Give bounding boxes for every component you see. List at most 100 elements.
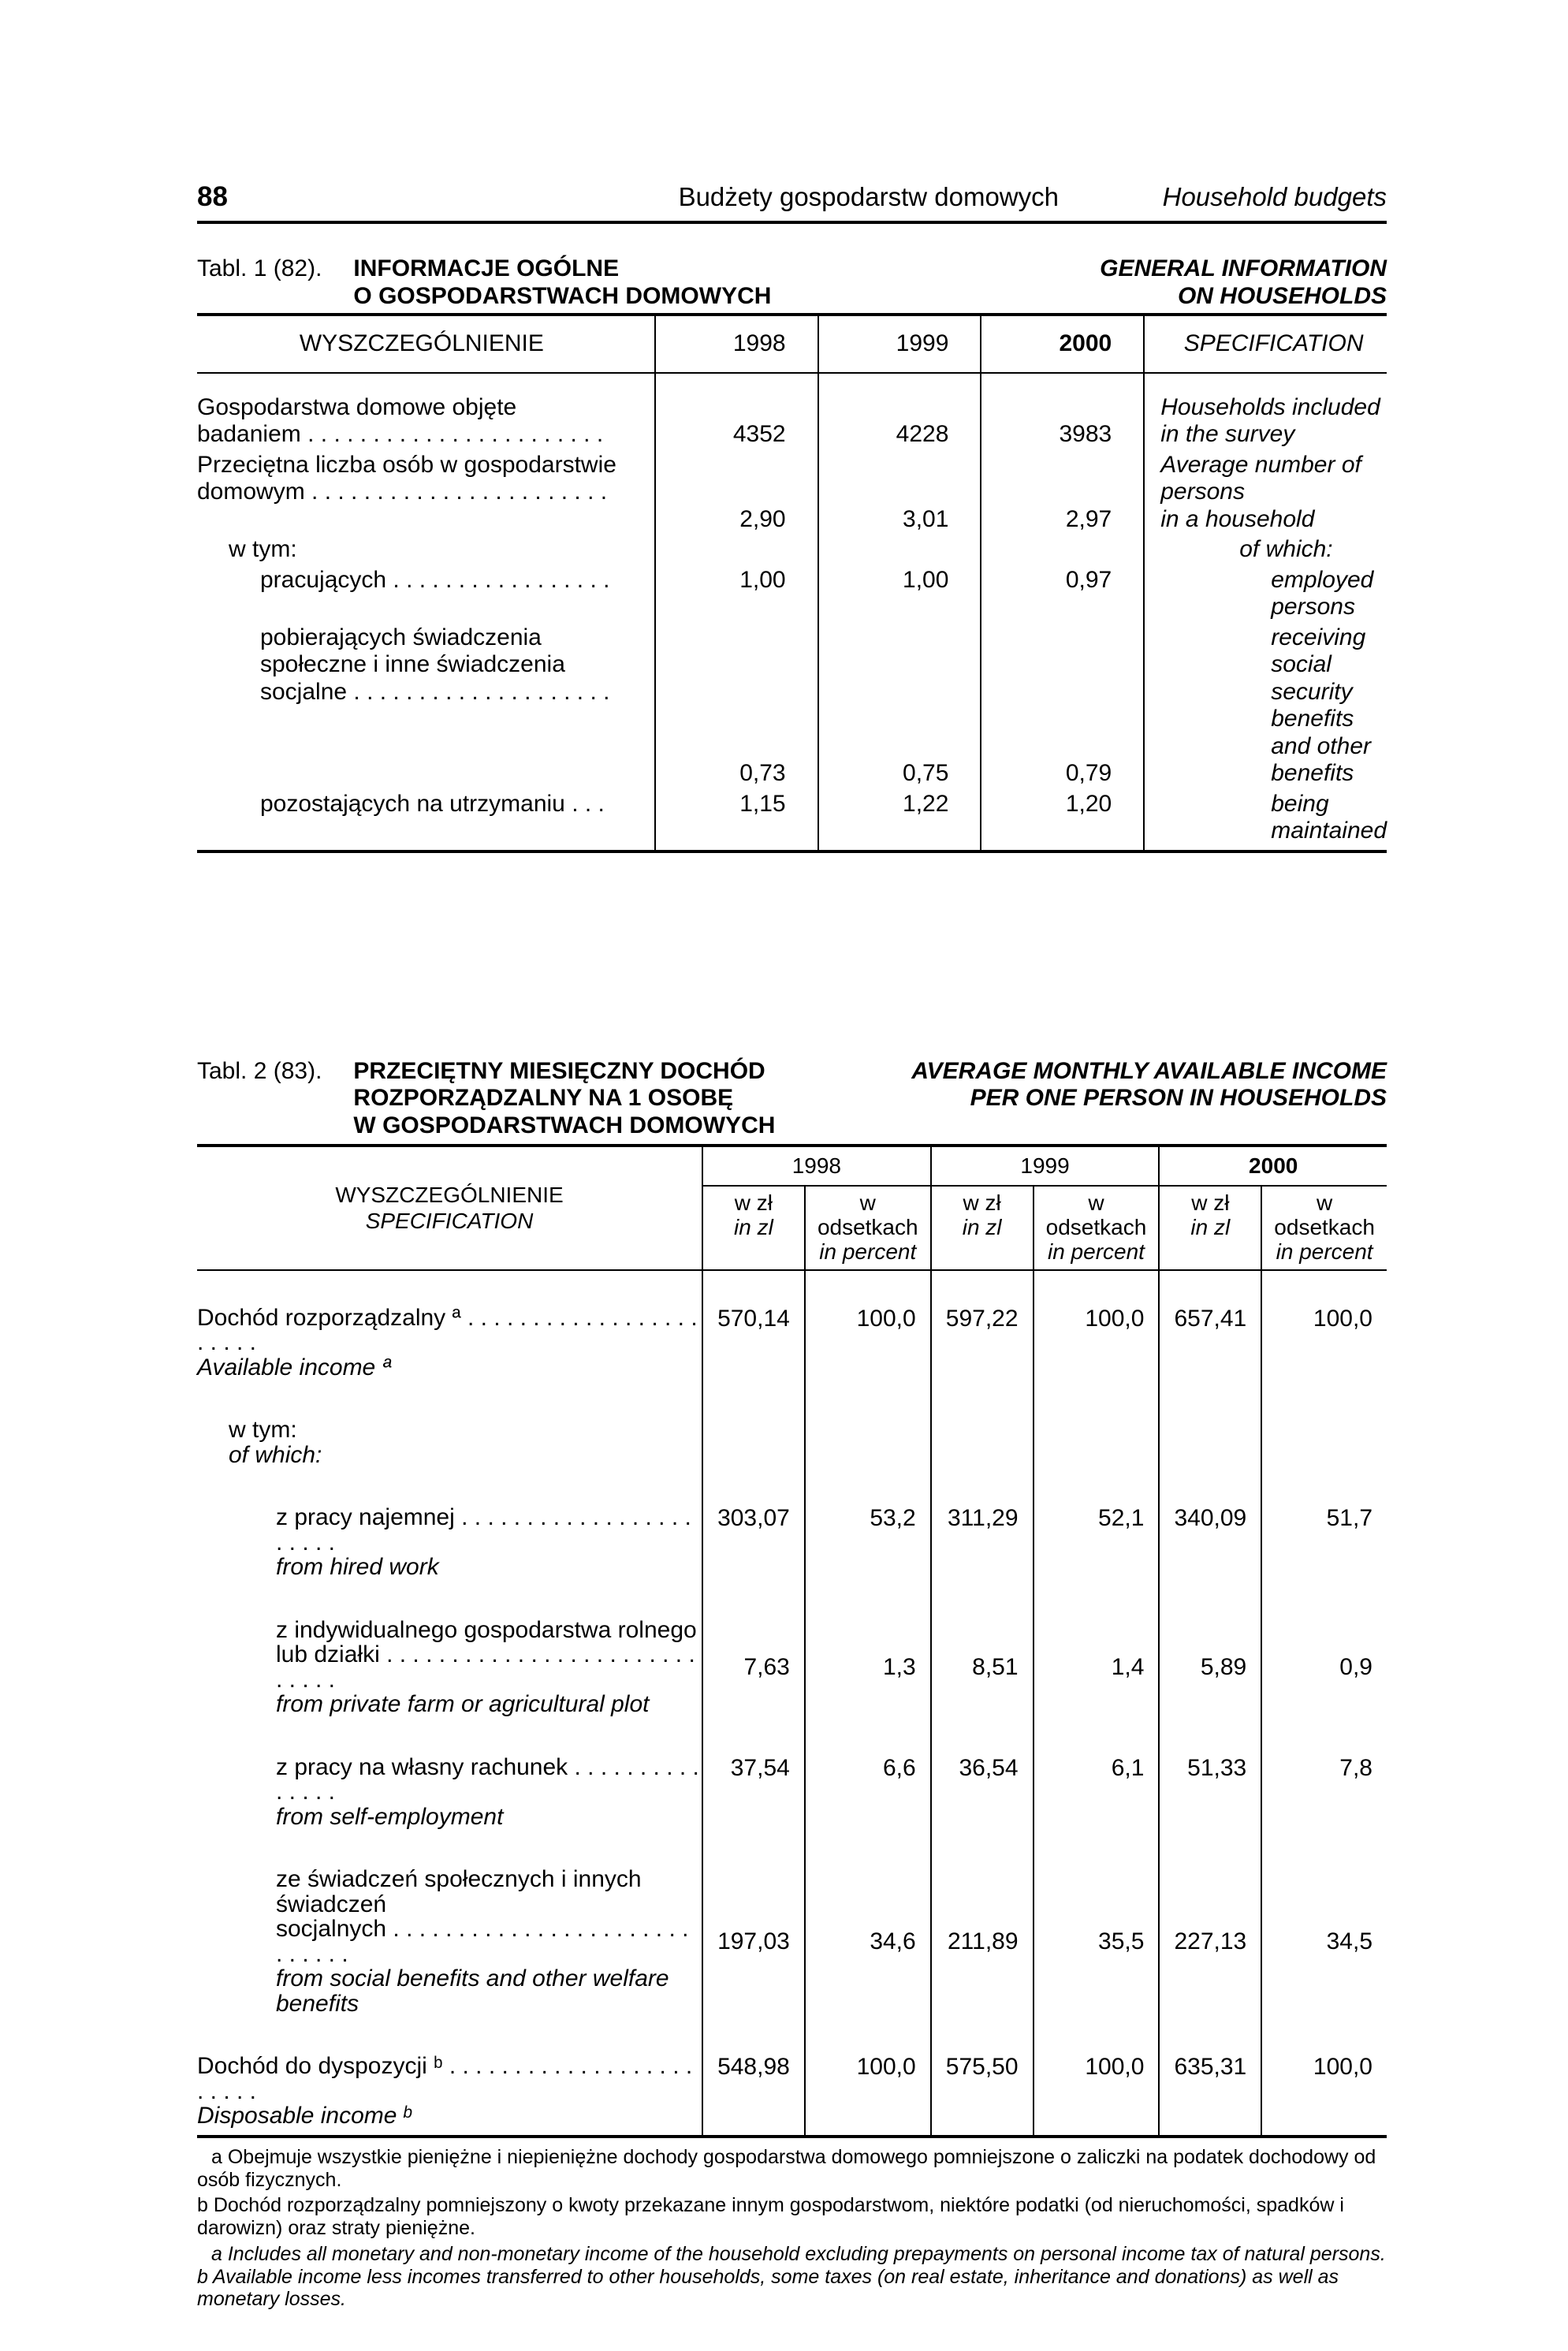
table-row: pobierających świadczenia społeczne i in… [197, 623, 1387, 789]
t2r5-en: from social benefits and other welfare b… [197, 1966, 702, 2016]
running-header-en: Household budgets [1115, 182, 1387, 212]
t1r2-en: of which: [1160, 536, 1387, 564]
table1-header-row: WYSZCZEGÓLNIENIE 1998 1999 2000 SPECIFIC… [197, 315, 1387, 373]
t2r3-v2: 8,51 [931, 1615, 1034, 1720]
t1r4-pl3: socjalne . . . . . . . . . . . . . . . .… [197, 679, 646, 706]
table1-heading: Tabl. 1 (82). INFORMACJE OGÓLNE O GOSPOD… [197, 255, 1387, 310]
t2r5-v3: 35,5 [1034, 1864, 1160, 2019]
t2r6-pl: Dochód do dyspozycji ᵇ . . . . . . . . .… [197, 2053, 692, 2104]
table1-title-en-line2: ON HOUSEHOLDS [1178, 283, 1387, 309]
t2r6-v4: 635,31 [1159, 2051, 1261, 2137]
t2r5-v0: 197,03 [702, 1864, 805, 2019]
table2-head-spec: WYSZCZEGÓLNIENIE SPECIFICATION [197, 1146, 702, 1270]
t2r3-v0: 7,63 [702, 1615, 805, 1720]
table2-title-en-line2: PER ONE PERSON IN HOUSEHOLDS [970, 1085, 1387, 1111]
t1r0-1999: 4228 [818, 393, 981, 450]
table1-title-pl-line2: O GOSPODARSTWACH DOMOWYCH [353, 283, 771, 309]
footnotes: a Obejmuje wszystkie pieniężne i niepien… [197, 2146, 1387, 2311]
t2-sub-zl-3: w złin zl [1159, 1186, 1261, 1269]
table2-title-pl-line1: PRZECIĘTNY MIESIĘCZNY DOCHÓD [353, 1058, 765, 1084]
t2r0-v5: 100,0 [1261, 1302, 1387, 1384]
t1r4-2000: 0,79 [981, 623, 1144, 789]
t1r3-1998: 1,00 [655, 565, 818, 623]
t2r4-v1: 6,6 [805, 1752, 931, 1833]
t1r3-en: employed persons [1160, 567, 1387, 621]
t2r0-en: Available income ª [197, 1355, 702, 1380]
t1r1-1998: 2,90 [655, 450, 818, 535]
table2-head-spec-pl: WYSZCZEGÓLNIENIE [335, 1183, 563, 1207]
table1-title-pl: INFORMACJE OGÓLNE O GOSPODARSTWACH DOMOW… [322, 255, 771, 310]
t2r3-pl1: z indywidualnego gospodarstwa rolnego [197, 1618, 702, 1643]
table2-label: Tabl. 2 (83). [197, 1058, 322, 1086]
t2r3-pl2: lub działki . . . . . . . . . . . . . . … [197, 1642, 702, 1692]
table-row: Gospodarstwa domowe objęte badaniem . . … [197, 393, 1387, 450]
t1r0-2000: 3983 [981, 393, 1144, 450]
t1r4-pl1: pobierających świadczenia [197, 624, 646, 652]
table1-head-1999: 1999 [818, 315, 981, 373]
t1r0-pl1: Gospodarstwa domowe objęte [197, 394, 516, 420]
t2-sub-pct-2: wodsetkachin percent [1034, 1186, 1160, 1269]
t1r3-pl: pracujących . . . . . . . . . . . . . . … [197, 567, 646, 594]
table-row: w tym: of which: [197, 1414, 1387, 1470]
t1r0-en: Households included in the survey [1144, 393, 1387, 450]
t2r5-pl1: ze świadczeń społecznych i innych świadc… [197, 1867, 702, 1917]
t1r5-pl: pozostających na utrzymaniu . . . [197, 791, 646, 818]
table1-label: Tabl. 1 (82). [197, 255, 322, 283]
t1r5-2000: 1,20 [981, 789, 1144, 851]
running-header-pl: Budżety gospodarstw domowych [228, 182, 1115, 212]
t2r2-v1: 53,2 [805, 1502, 931, 1583]
t1r4-en2: benefits and other benefits [1160, 706, 1387, 788]
table-row: z pracy najemnej . . . . . . . . . . . .… [197, 1502, 1387, 1583]
table1-title-pl-line1: INFORMACJE OGÓLNE [353, 255, 619, 281]
t2r5-pl2: socjalnych . . . . . . . . . . . . . . .… [197, 1917, 702, 1966]
t1r1-2000: 2,97 [981, 450, 1144, 535]
t2r2-v0: 303,07 [702, 1502, 805, 1583]
table1-head-2000: 2000 [981, 315, 1144, 373]
table2-title-en-line1: AVERAGE MONTHLY AVAILABLE INCOME [911, 1058, 1387, 1084]
t2r4-v3: 6,1 [1034, 1752, 1160, 1833]
table-row: z pracy na własny rachunek . . . . . . .… [197, 1752, 1387, 1833]
running-header: 88 Budżety gospodarstw domowych Househol… [197, 181, 1387, 213]
table2-header-row1: WYSZCZEGÓLNIENIE SPECIFICATION 1998 1999… [197, 1146, 1387, 1186]
t1r4-en1: receiving social security [1160, 624, 1387, 706]
t2r0-pl: Dochód rozporządzalny ª . . . . . . . . … [197, 1305, 698, 1356]
table2-heading: Tabl. 2 (83). PRZECIĘTNY MIESIĘCZNY DOCH… [197, 1058, 1387, 1140]
t1r2-pl: w tym: [197, 536, 646, 564]
table-row: Dochód rozporządzalny ª . . . . . . . . … [197, 1302, 1387, 1384]
t1r1-en2: in a household [1160, 506, 1314, 532]
table-row: pracujących . . . . . . . . . . . . . . … [197, 565, 1387, 623]
t2r4-v0: 37,54 [702, 1752, 805, 1833]
table2-head-1999: 1999 [931, 1146, 1160, 1186]
t2r2-v3: 52,1 [1034, 1502, 1160, 1583]
t2r3-v3: 1,4 [1034, 1615, 1160, 1720]
t2r1-pl: w tym: [197, 1418, 702, 1443]
t1r4-pl2: społeczne i inne świadczenia [197, 651, 646, 679]
t2-sub-zl-1: w złin zl [702, 1186, 805, 1269]
t2r5-v1: 34,6 [805, 1864, 931, 2019]
t1r0-1998: 4352 [655, 393, 818, 450]
footnote-pl-a: a Obejmuje wszystkie pieniężne i niepien… [197, 2146, 1387, 2192]
t2r6-v5: 100,0 [1261, 2051, 1387, 2137]
t2r3-v4: 5,89 [1159, 1615, 1261, 1720]
t2r2-v4: 340,09 [1159, 1502, 1261, 1583]
t2r2-v5: 51,7 [1261, 1502, 1387, 1583]
t1r1-1999: 3,01 [818, 450, 981, 535]
table-row: ze świadczeń społecznych i innych świadc… [197, 1864, 1387, 2019]
table2-title-pl-line3: W GOSPODARSTWACH DOMOWYCH [353, 1112, 775, 1138]
t2-sub-zl-2: w złin zl [931, 1186, 1034, 1269]
table1-head-spec-pl: WYSZCZEGÓLNIENIE [197, 315, 655, 373]
t1r5-en: being maintained [1160, 791, 1387, 845]
t2r3-en: from private farm or agricultural plot [197, 1692, 702, 1717]
page-number: 88 [197, 181, 228, 213]
table2: WYSZCZEGÓLNIENIE SPECIFICATION 1998 1999… [197, 1144, 1387, 2138]
t2r5-v4: 227,13 [1159, 1864, 1261, 2019]
t2r4-v5: 7,8 [1261, 1752, 1387, 1833]
table2-head-1998: 1998 [702, 1146, 931, 1186]
t1r5-1998: 1,15 [655, 789, 818, 851]
t1r4-1999: 0,75 [818, 623, 981, 789]
table-row: z indywidualnego gospodarstwa rolnego lu… [197, 1615, 1387, 1720]
t1r3-2000: 0,97 [981, 565, 1144, 623]
table2-head-spec-en: SPECIFICATION [366, 1209, 534, 1233]
table2-title-en: AVERAGE MONTHLY AVAILABLE INCOME PER ONE… [911, 1058, 1387, 1112]
table-row: w tym: of which: [197, 535, 1387, 565]
